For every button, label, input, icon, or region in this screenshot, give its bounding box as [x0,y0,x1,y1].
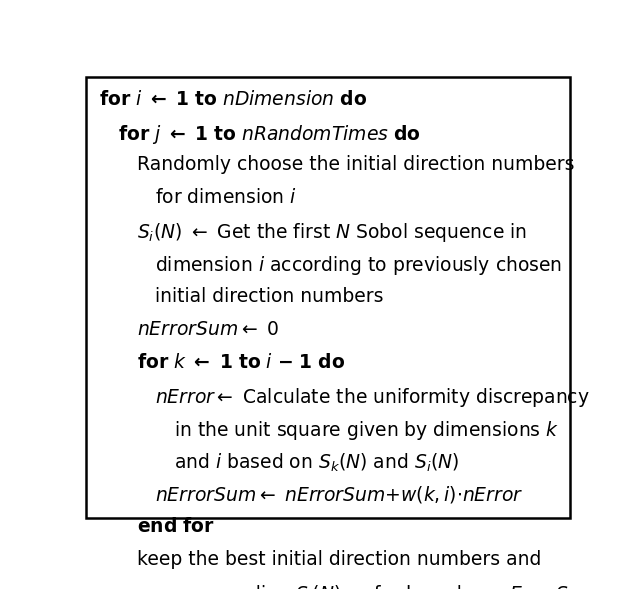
Text: $\mathbf{for}$ $k$ $\mathbf{\leftarrow}$ $\mathbf{1}$ $\mathbf{to}$ $i$ $\mathbf: $\mathbf{for}$ $k$ $\mathbf{\leftarrow}$… [136,353,345,372]
Text: $\mathbf{end\ for}$: $\mathbf{end\ for}$ [136,517,214,536]
Text: $\mathit{nErrorSum}$$\leftarrow$ 0: $\mathit{nErrorSum}$$\leftarrow$ 0 [136,320,278,339]
Text: dimension $i$ according to previously chosen: dimension $i$ according to previously ch… [156,254,563,277]
Text: and $i$ based on $S_k(N)$ and $S_i(N)$: and $i$ based on $S_k(N)$ and $S_i(N)$ [174,451,460,474]
Text: $\mathbf{for}$ $j$ $\mathbf{\leftarrow}$ $\mathbf{1}$ $\mathbf{to}$ $\mathit{nRa: $\mathbf{for}$ $j$ $\mathbf{\leftarrow}$… [118,123,420,145]
Text: in the unit square given by dimensions $k$: in the unit square given by dimensions $… [174,419,559,442]
Text: $\mathbf{for}$ $i$ $\mathbf{\leftarrow}$ $\mathbf{1}$ $\mathbf{to}$ $\mathit{nDi: $\mathbf{for}$ $i$ $\mathbf{\leftarrow}$… [99,90,367,109]
Text: $\mathit{nErrorSum}$$\leftarrow$ $\mathit{nErrorSum}$$+$$\mathit{w(k,i)}$$\cdot$: $\mathit{nErrorSum}$$\leftarrow$ $\mathi… [156,484,524,505]
Text: corresponding $S_i(N)$ so far based on $\mathit{nErrorSum}$: corresponding $S_i(N)$ so far based on $… [156,583,598,589]
Text: initial direction numbers: initial direction numbers [156,287,384,306]
Text: for dimension $i$: for dimension $i$ [156,188,298,207]
Text: $\mathit{nError}$$\leftarrow$ Calculate the uniformity discrepancy: $\mathit{nError}$$\leftarrow$ Calculate … [156,386,590,409]
Text: keep the best initial direction numbers and: keep the best initial direction numbers … [136,550,541,569]
FancyBboxPatch shape [86,77,570,518]
Text: $S_i(N)$ $\leftarrow$ Get the first $N$ Sobol sequence in: $S_i(N)$ $\leftarrow$ Get the first $N$ … [136,221,527,244]
Text: Randomly choose the initial direction numbers: Randomly choose the initial direction nu… [136,155,574,174]
